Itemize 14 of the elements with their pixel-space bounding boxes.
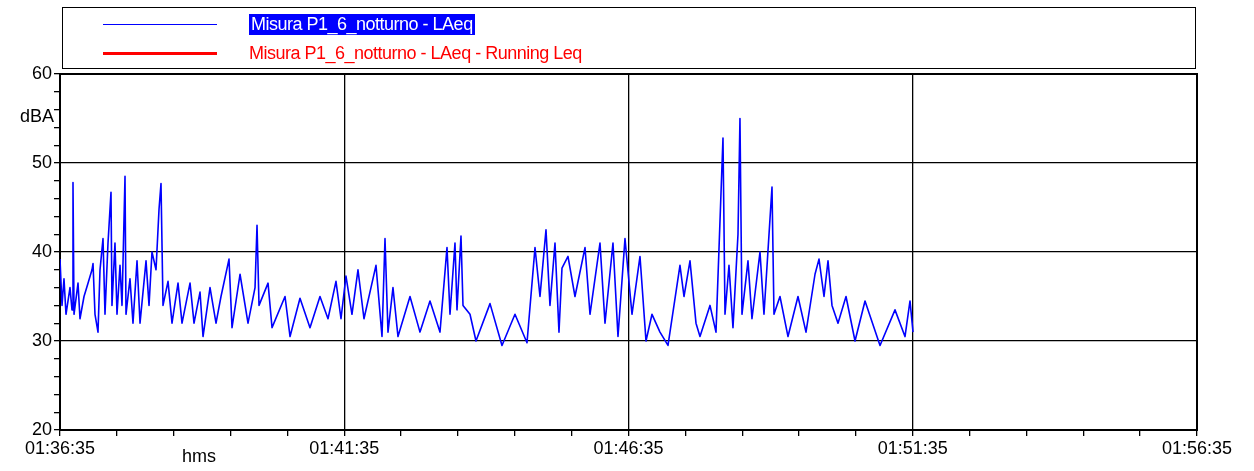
x-tick-label: 01:56:35 — [1161, 437, 1233, 458]
y-tick-label: 40 — [31, 240, 52, 261]
x-tick-label: 01:36:35 — [24, 437, 96, 458]
y-tick-label: 60 — [31, 62, 52, 83]
x-axis-title: hms — [182, 445, 217, 466]
text: Misura P1_6_notturno - LAeq — [249, 13, 475, 35]
y-tick-label: 20 — [31, 418, 52, 439]
x-tick-label: 01:51:35 — [877, 437, 948, 458]
y-tick-label: 30 — [31, 329, 52, 350]
y-tick-label: 50 — [31, 151, 52, 172]
y-axis-title: dBA — [19, 105, 54, 126]
x-tick-label: 01:46:35 — [593, 437, 664, 458]
x-tick-label: 01:41:35 — [309, 437, 380, 458]
legend-label: Misura P1_6_notturno - LAeq - Running Leq — [249, 42, 582, 64]
